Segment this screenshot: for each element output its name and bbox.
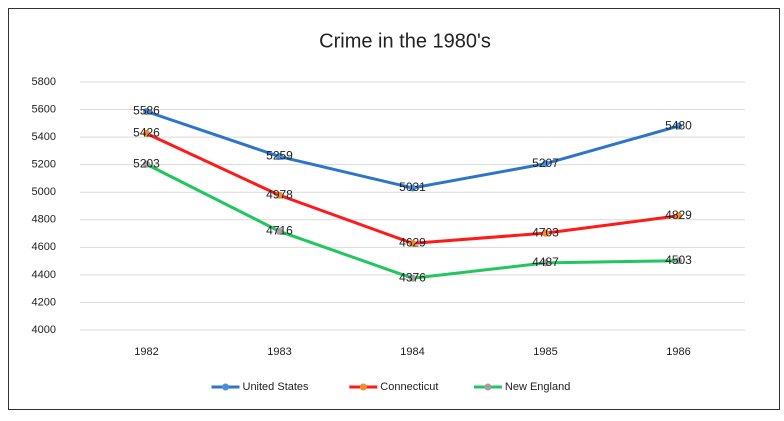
- chart-border: [8, 8, 780, 410]
- legend-marker: [222, 383, 229, 391]
- data-label: 4829: [665, 208, 692, 222]
- y-tick-label: 5600: [32, 103, 56, 115]
- x-tick-label: 1983: [267, 346, 291, 358]
- data-label: 5259: [266, 149, 293, 163]
- legend-marker: [484, 383, 492, 391]
- data-label: 5426: [133, 126, 160, 140]
- data-label: 4487: [532, 255, 559, 269]
- data-label: 4376: [399, 270, 426, 284]
- data-label: 5207: [532, 156, 559, 170]
- y-tick-label: 5000: [32, 186, 56, 198]
- legend-label: New England: [505, 381, 570, 393]
- y-tick-label: 5400: [32, 131, 56, 143]
- point: [143, 130, 150, 138]
- point: [675, 212, 682, 220]
- point: [675, 257, 682, 265]
- data-label: 4716: [266, 224, 293, 238]
- data-label: 5480: [665, 118, 692, 132]
- point: [542, 259, 549, 267]
- data-label: 5031: [399, 180, 426, 194]
- point: [675, 122, 682, 130]
- point: [276, 227, 283, 235]
- point: [542, 229, 549, 237]
- point: [276, 153, 283, 161]
- point: [143, 107, 150, 115]
- point: [409, 184, 416, 192]
- x-tick-label: 1982: [134, 346, 158, 358]
- legend-label: United States: [243, 381, 310, 393]
- y-tick-label: 4800: [32, 214, 56, 226]
- data-label: 4629: [399, 236, 426, 250]
- legend-marker: [359, 383, 367, 391]
- chart-title: Crime in the 1980's: [319, 30, 491, 52]
- data-label: 4978: [266, 187, 293, 201]
- x-tick-label: 1986: [666, 346, 690, 358]
- x-tick-label: 1984: [400, 346, 424, 358]
- data-label: 4503: [665, 253, 692, 267]
- point: [409, 239, 416, 247]
- y-tick-label: 5800: [32, 76, 56, 88]
- point: [143, 160, 150, 168]
- point: [276, 191, 283, 199]
- point: [542, 160, 549, 168]
- data-label: 5586: [133, 104, 160, 118]
- point: [409, 274, 416, 282]
- legend-label: Connecticut: [380, 381, 438, 393]
- data-label: 5203: [133, 156, 160, 170]
- y-tick-label: 4000: [32, 324, 56, 336]
- y-tick-label: 4200: [32, 296, 56, 308]
- y-tick-label: 5200: [32, 159, 56, 171]
- y-tick-label: 4600: [32, 241, 56, 253]
- x-tick-label: 1985: [533, 346, 557, 358]
- y-tick-label: 4400: [32, 269, 56, 281]
- data-label: 4703: [532, 225, 559, 239]
